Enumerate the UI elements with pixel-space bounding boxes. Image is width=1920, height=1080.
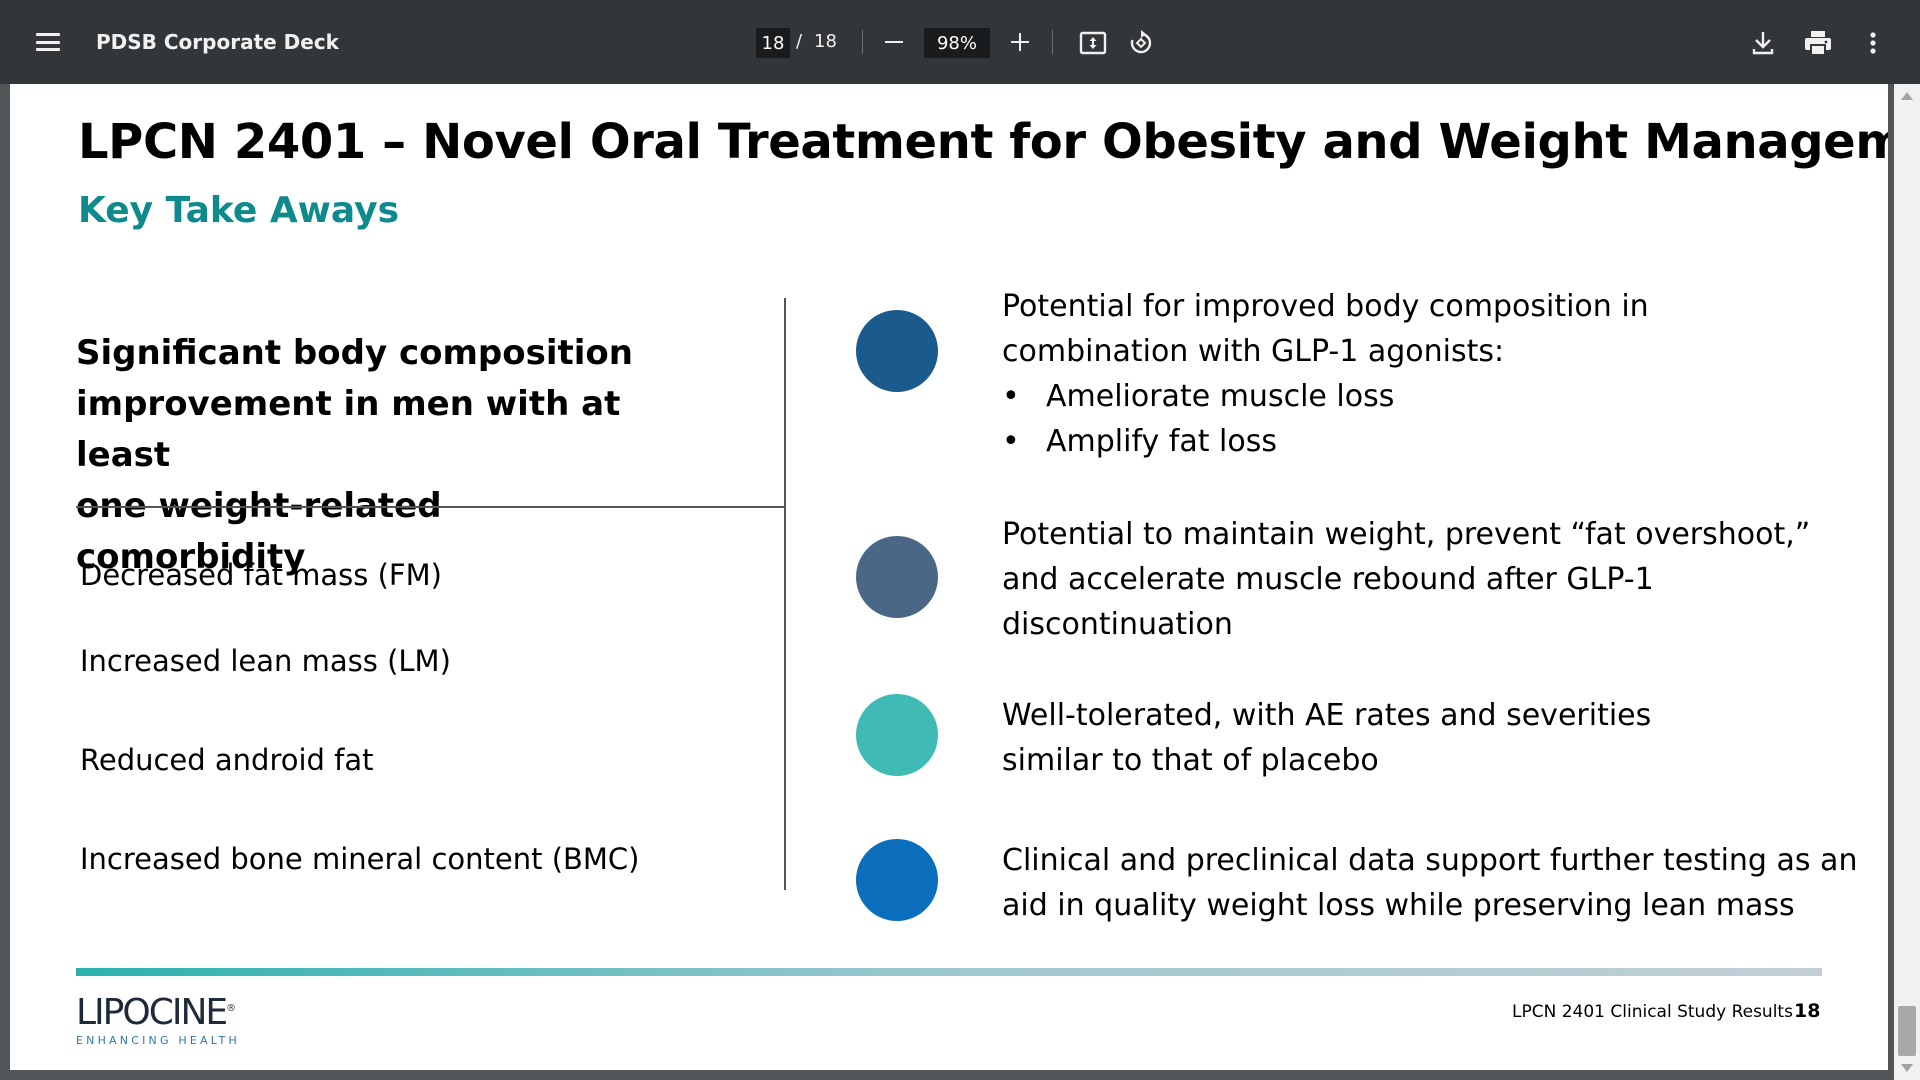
toolbar-divider — [1052, 30, 1053, 54]
point-line: Well-tolerated, with AE rates and severi… — [1002, 698, 1652, 733]
bullet-item: • Amplify fat loss — [1002, 419, 1277, 464]
pdf-toolbar: PDSB Corporate Deck 18 / 18 98% — [0, 0, 1920, 84]
rotate-button[interactable] — [1124, 26, 1158, 60]
point-1-text: Potential for improved body composition … — [1002, 284, 1649, 374]
point-line: Potential for improved body composition … — [1002, 289, 1649, 324]
point-4-circle — [856, 839, 938, 921]
scroll-thumb[interactable] — [1898, 1006, 1916, 1056]
left-heading-line: improvement in men with at least — [76, 384, 621, 475]
logo-registered-mark: ® — [226, 1003, 237, 1014]
bullet-item: • Ameliorate muscle loss — [1002, 374, 1394, 419]
point-line: discontinuation — [1002, 607, 1233, 642]
point-line: similar to that of placebo — [1002, 743, 1379, 778]
point-1-circle — [856, 310, 938, 392]
lipocine-logo: LIPOCINE® ENHANCING HEALTH — [76, 990, 240, 1048]
point-2-text: Potential to maintain weight, prevent “f… — [1002, 512, 1810, 647]
zoom-in-button[interactable] — [1004, 26, 1036, 58]
point-line: Clinical and preclinical data support fu… — [1002, 843, 1858, 878]
point-4-text: Clinical and preclinical data support fu… — [1002, 838, 1857, 928]
bullet-text: Ameliorate muscle loss — [1046, 379, 1395, 414]
download-icon — [1752, 32, 1774, 55]
toolbar-divider — [862, 30, 863, 54]
page-total: 18 — [814, 31, 837, 52]
bullet-marker: • — [1002, 424, 1020, 459]
pdf-page: LPCN 2401 – Novel Oral Treatment for Obe… — [10, 84, 1888, 1070]
left-list-item: Increased lean mass (LM) — [80, 644, 451, 678]
print-button[interactable] — [1800, 26, 1836, 60]
left-heading: Significant body composition improvement… — [76, 328, 676, 583]
fit-page-button[interactable] — [1076, 26, 1110, 60]
left-list-item: Decreased fat mass (FM) — [80, 558, 442, 592]
more-icon — [1870, 32, 1876, 54]
point-3-text: Well-tolerated, with AE rates and severi… — [1002, 693, 1651, 783]
page-number-input[interactable]: 18 — [756, 28, 790, 58]
rotate-icon — [1130, 30, 1152, 54]
more-options-button[interactable] — [1856, 26, 1890, 60]
fit-page-icon — [1079, 31, 1107, 55]
horizontal-divider — [76, 506, 784, 508]
zoom-level-input[interactable]: 98% — [924, 28, 990, 58]
left-list-item: Reduced android fat — [80, 743, 374, 777]
zoom-out-button[interactable] — [878, 26, 910, 58]
footer-gradient-line — [76, 968, 1822, 976]
point-3-circle — [856, 694, 938, 776]
point-line: Potential to maintain weight, prevent “f… — [1002, 517, 1811, 552]
point-line: and accelerate muscle rebound after GLP-… — [1002, 562, 1654, 597]
zoom-in-icon — [1011, 33, 1029, 51]
page-separator: / — [796, 31, 803, 52]
logo-tagline: ENHANCING HEALTH — [76, 1034, 240, 1047]
zoom-out-icon — [885, 41, 903, 43]
point-2-circle — [856, 536, 938, 618]
slide-title: LPCN 2401 – Novel Oral Treatment for Obe… — [78, 114, 1888, 170]
vertical-divider — [784, 298, 786, 890]
left-list-item: Increased bone mineral content (BMC) — [80, 842, 640, 876]
scroll-down-icon[interactable] — [1901, 1064, 1913, 1072]
slide-subtitle: Key Take Aways — [78, 190, 400, 231]
scroll-up-icon[interactable] — [1901, 92, 1913, 100]
bullet-marker: • — [1002, 379, 1020, 414]
logo-wordmark: LIPOCINE — [76, 992, 228, 1033]
print-icon — [1805, 31, 1831, 56]
document-title: PDSB Corporate Deck — [96, 30, 339, 54]
footer-caption: LPCN 2401 Clinical Study Results — [1512, 1002, 1793, 1022]
vertical-scrollbar[interactable] — [1894, 84, 1920, 1080]
left-heading-line: Significant body composition — [76, 333, 633, 373]
point-line: combination with GLP-1 agonists: — [1002, 334, 1505, 369]
menu-icon[interactable] — [28, 22, 68, 62]
point-line: aid in quality weight loss while preserv… — [1002, 888, 1795, 923]
download-button[interactable] — [1746, 26, 1780, 60]
bullet-text: Amplify fat loss — [1046, 424, 1277, 459]
footer-page-number: 18 — [1794, 1000, 1821, 1022]
